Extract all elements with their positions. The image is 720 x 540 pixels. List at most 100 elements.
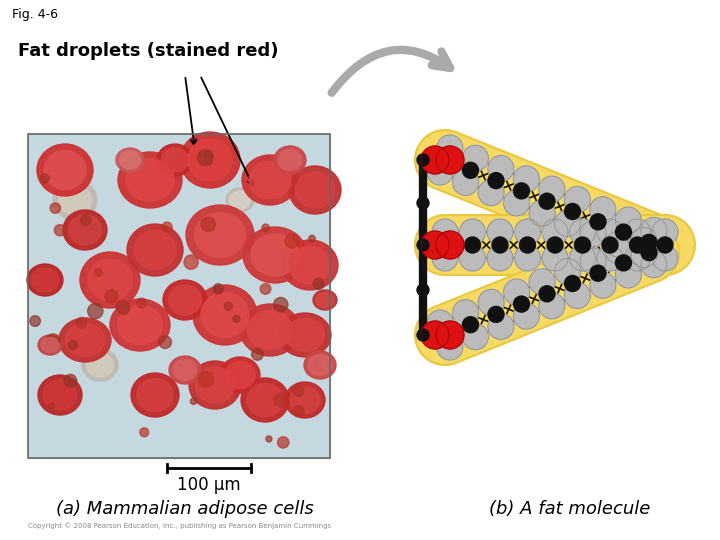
Ellipse shape [59,318,111,362]
Ellipse shape [279,313,331,357]
Ellipse shape [624,219,650,245]
Ellipse shape [417,154,429,166]
Ellipse shape [308,354,332,375]
Ellipse shape [478,180,504,206]
Ellipse shape [243,227,307,283]
Text: (a) Mammalian adipose cells: (a) Mammalian adipose cells [56,500,314,518]
Ellipse shape [503,190,530,216]
Ellipse shape [421,231,449,259]
Ellipse shape [539,176,565,202]
Ellipse shape [421,146,449,174]
Ellipse shape [173,360,197,381]
Ellipse shape [197,150,213,166]
Ellipse shape [198,372,214,387]
Ellipse shape [542,219,568,245]
Ellipse shape [417,197,429,209]
Ellipse shape [432,219,458,245]
Ellipse shape [580,248,606,274]
Ellipse shape [64,374,77,387]
Ellipse shape [82,349,118,381]
Ellipse shape [602,237,618,253]
Ellipse shape [184,255,198,269]
Ellipse shape [657,237,673,253]
Ellipse shape [140,428,148,437]
Ellipse shape [137,379,173,411]
Ellipse shape [597,219,623,245]
Ellipse shape [539,293,565,319]
Ellipse shape [54,225,66,236]
Ellipse shape [80,252,140,308]
Ellipse shape [478,289,504,315]
Ellipse shape [513,183,529,199]
Ellipse shape [225,302,233,310]
Text: Fat droplets (stained red): Fat droplets (stained red) [18,42,279,60]
Text: Copyright © 2008 Pearson Education, Inc., publishing as Pearson Benjamin Cumming: Copyright © 2008 Pearson Education, Inc.… [28,522,331,529]
Ellipse shape [131,373,179,417]
Ellipse shape [27,264,63,296]
Ellipse shape [590,265,606,281]
Ellipse shape [616,262,642,288]
Ellipse shape [564,282,590,308]
Bar [28,134,330,458]
Ellipse shape [240,304,300,356]
Ellipse shape [282,240,338,290]
Ellipse shape [285,382,325,418]
Ellipse shape [564,275,580,292]
Ellipse shape [48,403,55,409]
Ellipse shape [304,351,336,379]
Ellipse shape [196,367,235,403]
Ellipse shape [242,155,298,205]
Ellipse shape [520,237,536,253]
Ellipse shape [262,224,269,232]
Ellipse shape [169,356,201,384]
Ellipse shape [492,237,508,253]
Ellipse shape [417,284,429,296]
Ellipse shape [554,211,580,237]
Ellipse shape [624,245,650,271]
Ellipse shape [417,239,429,251]
Ellipse shape [652,245,678,271]
Ellipse shape [260,284,271,294]
Ellipse shape [421,321,449,349]
Ellipse shape [30,316,40,326]
Ellipse shape [616,224,631,240]
Ellipse shape [652,219,678,245]
Ellipse shape [88,259,132,301]
Ellipse shape [189,361,241,409]
Ellipse shape [117,301,130,314]
Ellipse shape [313,279,324,289]
Ellipse shape [437,334,463,360]
Ellipse shape [488,306,504,322]
Ellipse shape [515,245,541,271]
Ellipse shape [570,245,595,271]
Ellipse shape [249,161,291,199]
Ellipse shape [313,290,337,310]
Ellipse shape [529,269,555,295]
Ellipse shape [453,300,479,326]
Ellipse shape [606,231,631,257]
Ellipse shape [437,152,453,168]
Ellipse shape [314,363,322,371]
Ellipse shape [278,437,289,448]
Ellipse shape [43,380,76,410]
Ellipse shape [488,156,514,181]
Ellipse shape [436,146,464,174]
Ellipse shape [293,406,304,417]
Ellipse shape [459,245,485,271]
Ellipse shape [117,306,163,345]
Ellipse shape [539,193,555,209]
Ellipse shape [248,310,292,349]
Ellipse shape [575,237,590,253]
Ellipse shape [547,237,563,253]
Ellipse shape [46,334,60,348]
Ellipse shape [513,166,539,192]
Ellipse shape [641,245,657,261]
Ellipse shape [201,293,249,338]
Ellipse shape [94,268,102,276]
Polygon shape [415,215,695,275]
Ellipse shape [38,375,82,415]
Ellipse shape [41,338,59,353]
Ellipse shape [159,336,171,348]
Ellipse shape [286,319,325,352]
Text: 100 μm: 100 μm [177,476,240,494]
